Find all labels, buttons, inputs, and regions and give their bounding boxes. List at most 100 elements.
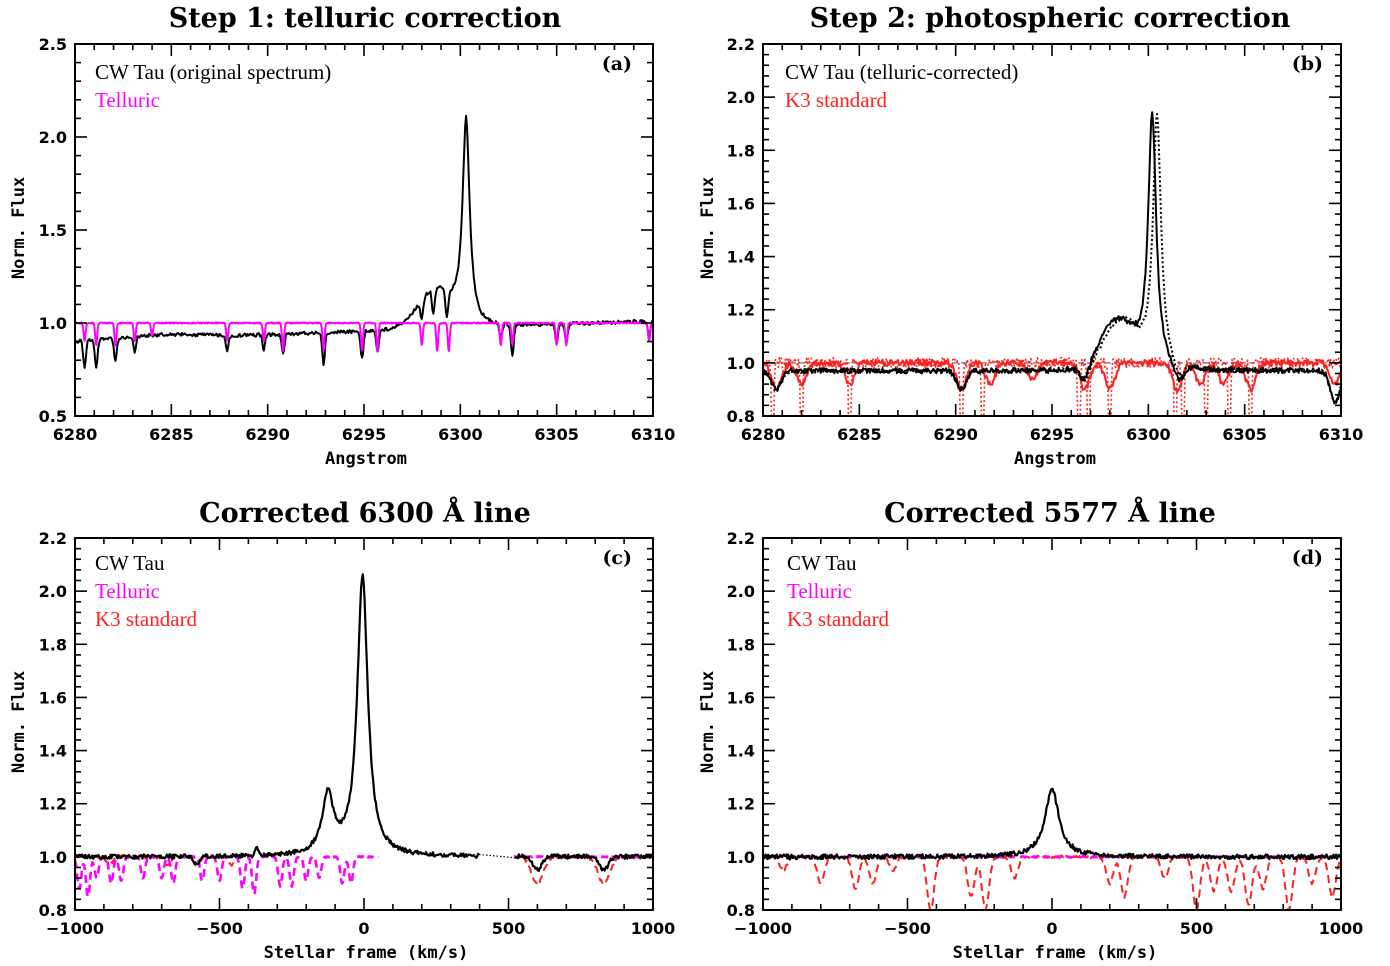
panel-c-ytick-label: 1.2 — [39, 795, 67, 814]
panel-c-xtick-label: 1000 — [631, 919, 676, 938]
panel-b-series-k3-solid — [763, 358, 1341, 393]
panel-b-xtick-label: 6300 — [1126, 425, 1171, 444]
panel-c-series-k3-dashed — [75, 854, 653, 886]
panel-b-plot: 6280 6285 6290 6295 6300 6305 6310 0.8 1.0 1.2 1.4… — [727, 35, 1364, 444]
panel-b-series-cw-dotted — [763, 113, 1341, 405]
panel-d-ytick-label: 2.0 — [727, 582, 755, 601]
panel-c-ytick-label: 1.0 — [39, 848, 67, 867]
panel-b-xtick-label: 6280 — [741, 425, 786, 444]
panel-b: Step 2: photospheric correction 6280 6285… — [698, 3, 1364, 469]
panel-a-tag: (a) — [602, 53, 632, 75]
panel-d-xtick-label: 0 — [1046, 919, 1057, 938]
panel-a-ytick-label: 1.5 — [39, 221, 67, 240]
panel-d-ytick-label: 1.6 — [727, 688, 755, 707]
panel-a: Step 1: telluric correction 6280 6285 6290… — [9, 3, 675, 469]
panel-a-title: Step 1: telluric correction — [169, 3, 562, 34]
panel-c-legend-cwtau: CW Tau — [95, 551, 165, 575]
panel-c-tag: (c) — [602, 547, 632, 569]
panel-c-ylabel: Norm. Flux — [9, 671, 29, 773]
panel-b-legend-cwtau: CW Tau (telluric-corrected) — [785, 60, 1018, 84]
panel-a-legend-telluric: Telluric — [95, 88, 160, 112]
panel-c-ytick-label: 2.0 — [39, 582, 67, 601]
panel-c-ytick-label: 2.2 — [39, 529, 67, 548]
panel-c: Corrected 6300 Å line −1000 −500 0 500 1000 0… — [9, 495, 675, 963]
panel-b-xtick-label: 6290 — [933, 425, 978, 444]
panel-b-xtick-label: 6295 — [1030, 425, 1075, 444]
panel-a-xtick-label: 6285 — [149, 425, 194, 444]
panel-a-xtick-label: 6290 — [245, 425, 290, 444]
panel-b-ylabel: Norm. Flux — [698, 177, 718, 279]
panel-d-xtick-label: −1000 — [734, 919, 792, 938]
panel-d-xtick-label: 500 — [1180, 919, 1213, 938]
panel-b-xlabel: Angstrom — [1014, 449, 1096, 469]
panel-b-series-cw-solid — [763, 111, 1341, 405]
panel-d-ylabel: Norm. Flux — [698, 671, 718, 773]
panel-d-legend-cwtau: CW Tau — [787, 551, 857, 575]
panel-d-xtick-label: −500 — [884, 919, 931, 938]
panel-a-xtick-label: 6295 — [342, 425, 387, 444]
panel-c-legend-telluric: Telluric — [95, 579, 160, 603]
panel-c-series-cwtau-c — [75, 573, 653, 872]
panel-b-title: Step 2: photospheric correction — [810, 3, 1291, 34]
panel-a-ytick-label: 2.0 — [39, 128, 67, 147]
panel-b-xtick-label: 6285 — [837, 425, 882, 444]
panel-d-xtick-label: 1000 — [1319, 919, 1364, 938]
panel-a-series-group — [75, 114, 653, 369]
panel-c-ytick-label: 1.8 — [39, 635, 67, 654]
panel-c-xlabel: Stellar frame (km/s) — [264, 943, 469, 963]
panel-d-ytick-label: 1.0 — [727, 848, 755, 867]
panel-a-frame — [74, 43, 654, 417]
panel-d: Corrected 5577 Å line −1000 −500 0 500 1000 0… — [698, 495, 1363, 963]
panel-a-legend-cwtau: CW Tau (original spectrum) — [95, 60, 331, 84]
panel-c-xtick-label: −1000 — [46, 919, 104, 938]
panel-a-ytick-label: 1.0 — [39, 314, 67, 333]
panel-a-plot: 6280 6285 6290 6295 6300 6305 6310 0.5 1.0 1.5 2.0… — [39, 35, 676, 444]
panel-a-xtick-label: 6300 — [438, 425, 483, 444]
panel-a-ylabel: Norm. Flux — [9, 177, 29, 279]
panel-d-legend-telluric: Telluric — [787, 579, 852, 603]
panel-b-ytick-label: 1.8 — [727, 141, 755, 160]
panel-d-series-cwtau-d — [763, 787, 1341, 861]
panel-a-xtick-label: 6280 — [53, 425, 98, 444]
panel-c-ytick-label: 1.4 — [39, 742, 67, 761]
panel-d-legend-k3: K3 standard — [787, 607, 890, 631]
panel-b-ytick-label: 0.8 — [727, 407, 755, 426]
panel-c-xtick-label: 500 — [492, 919, 525, 938]
panel-b-xtick-label: 6310 — [1319, 425, 1364, 444]
panel-c-gap-bridge — [478, 853, 515, 859]
panel-b-ytick-label: 1.0 — [727, 354, 755, 373]
panel-a-xtick-label: 6310 — [631, 425, 676, 444]
panel-d-plot: −1000 −500 0 500 1000 0.8 1.0 1.2 1.4 1.6 1.8 2.0 2.… — [727, 529, 1364, 938]
panel-c-xtick-label: −500 — [196, 919, 243, 938]
panel-c-series-group — [75, 573, 653, 898]
panel-c-title: Corrected 6300 Å line — [199, 495, 531, 529]
panel-b-ytick-label: 1.2 — [727, 301, 755, 320]
panel-b-series-group — [763, 111, 1341, 416]
panel-a-ytick-label: 0.5 — [39, 407, 67, 426]
panel-b-ytick-label: 2.2 — [727, 35, 755, 54]
panel-d-tag: (d) — [1292, 547, 1323, 569]
panel-c-ytick-label: 0.8 — [39, 901, 67, 920]
panel-c-ytick-label: 1.6 — [39, 688, 67, 707]
panel-b-xtick-label: 6305 — [1222, 425, 1267, 444]
panel-b-ytick-label: 2.0 — [727, 88, 755, 107]
panel-c-legend-k3: K3 standard — [95, 607, 198, 631]
panel-a-xlabel: Angstrom — [325, 449, 407, 469]
panel-b-ytick-label: 1.4 — [727, 248, 755, 267]
panel-d-series-k3-dashed-d — [763, 854, 1341, 910]
panel-a-series-telluric — [75, 321, 653, 352]
panel-a-ytick-label: 2.5 — [39, 35, 67, 54]
panel-d-title: Corrected 5577 Å line — [884, 495, 1216, 529]
panel-d-series-group — [763, 787, 1341, 910]
panel-d-ytick-label: 2.2 — [727, 529, 755, 548]
panel-c-series-telluric-dashed — [75, 855, 653, 898]
panel-b-legend-k3: K3 standard — [785, 88, 888, 112]
panel-a-xtick-label: 6305 — [534, 425, 579, 444]
panel-c-plot: −1000 −500 0 500 1000 0.8 1.0 1.2 1.4 1.6 1.8 2.0 2.… — [39, 529, 676, 938]
panel-b-tag: (b) — [1292, 53, 1323, 75]
panel-d-ytick-label: 1.8 — [727, 635, 755, 654]
panel-d-ytick-label: 1.4 — [727, 742, 755, 761]
panel-d-ytick-label: 1.2 — [727, 795, 755, 814]
panel-d-ytick-label: 0.8 — [727, 901, 755, 920]
